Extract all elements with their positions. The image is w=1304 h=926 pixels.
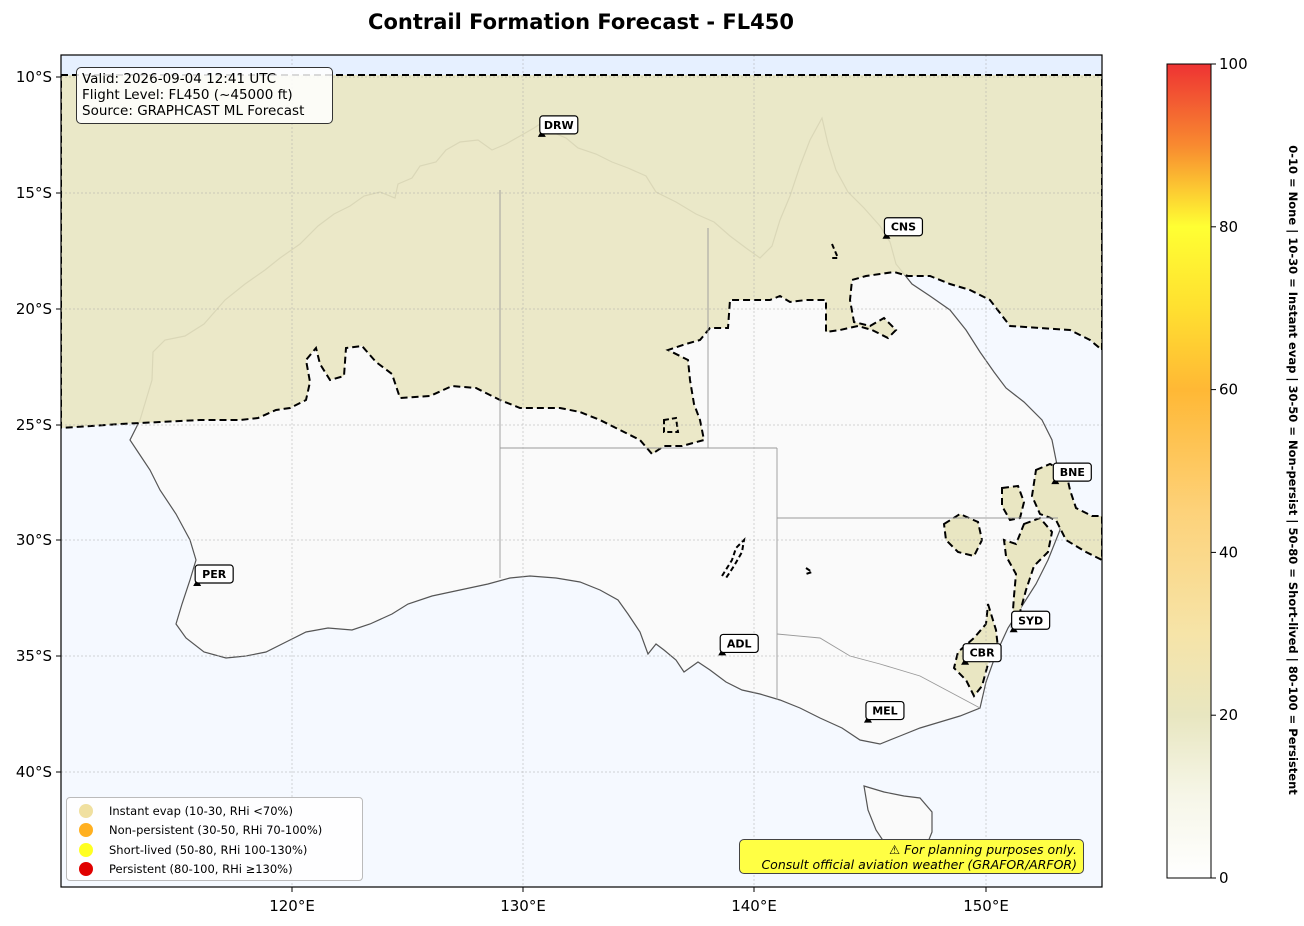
- lat-axis: 10°S 15°S 20°S 25°S 30°S 35°S 40°S: [16, 68, 61, 781]
- legend-dot: [79, 803, 93, 818]
- warning-line-1: ⚠ For planning purposes only.: [889, 842, 1077, 857]
- city-label-box: [865, 700, 905, 721]
- lon-tick-label: 120°E: [269, 897, 315, 915]
- instant-evap-zone-north: [61, 74, 1102, 456]
- gridlines: [61, 55, 1102, 887]
- lon-tick-label: 150°E: [963, 897, 1009, 915]
- city-label-box: [1052, 462, 1092, 482]
- legend-label: Non-persistent (30-50, RHi 70-100%): [109, 823, 323, 838]
- lon-tick-label: 130°E: [500, 897, 546, 915]
- lat-tick-label: 15°S: [16, 184, 52, 202]
- lat-tick-label: 10°S: [16, 68, 52, 86]
- city-label-syd[interactable]: SYD: [1018, 614, 1043, 627]
- flight-level: Flight Level: FL450 (~45000 ft): [82, 87, 293, 103]
- legend-label: Persistent (80-100, RHi ≥130%): [109, 862, 293, 877]
- lat-tick-label: 25°S: [16, 416, 52, 434]
- city-label-drw[interactable]: DRW: [544, 119, 574, 132]
- colorbar-side-text: 0-10 = None | 10-30 = Instant evap | 30-…: [1286, 145, 1300, 795]
- colorbar-tick-label: 20: [1219, 706, 1238, 724]
- city-markers: DRW CNS BNE PER ADL SYD CBR MEL: [193, 115, 1092, 723]
- legend-item-non-persistent: Non-persistent (30-50, RHi 70-100%): [79, 821, 362, 841]
- legend-item-persistent: Persistent (80-100, RHi ≥130%): [79, 860, 362, 880]
- chart-title: Contrail Formation Forecast - FL450: [368, 10, 794, 34]
- legend: Instant evap (10-30, RHi <70%) Non-persi…: [66, 797, 363, 881]
- city-label-box: [962, 643, 1002, 663]
- instant-evap-patch-west-nsw: [942, 512, 984, 558]
- lat-tick-label: 30°S: [16, 531, 52, 549]
- planning-warning: ⚠ For planning purposes only. Consult of…: [739, 839, 1084, 874]
- city-label-cbr[interactable]: CBR: [970, 647, 995, 660]
- colorbar: 0 20 40 60 80 100: [1166, 55, 1248, 887]
- lat-tick-label: 20°S: [16, 300, 52, 318]
- lon-tick-label: 140°E: [731, 897, 777, 915]
- legend-dot: [79, 823, 93, 838]
- colorbar-tick-label: 100: [1219, 55, 1248, 73]
- lat-tick-label: 40°S: [16, 763, 52, 781]
- colorbar-gradient: [1166, 63, 1212, 879]
- valid-time: Valid: 2026-09-04 12:41 UTC: [82, 71, 277, 87]
- colorbar-category-label: 0-10 = None | 10-30 = Instant evap | 30-…: [1284, 70, 1302, 870]
- warning-line-2: Consult official aviation weather (GRAFO…: [761, 857, 1077, 872]
- city-label-box: [539, 115, 579, 135]
- city-label-cns[interactable]: CNS: [891, 221, 916, 234]
- city-label-adl[interactable]: ADL: [727, 637, 752, 650]
- colorbar-tick-label: 40: [1219, 543, 1238, 561]
- legend-item-short-lived: Short-lived (50-80, RHi 100-130%): [79, 840, 362, 860]
- colorbar-tick-label: 80: [1219, 218, 1238, 236]
- instant-evap-patch-coast: [1002, 516, 1054, 628]
- lat-tick-label: 35°S: [16, 647, 52, 665]
- forecast-info-box: Valid: 2026-09-04 12:41 UTC Flight Level…: [76, 67, 333, 124]
- city-label-bne[interactable]: BNE: [1060, 466, 1085, 479]
- legend-label: Instant evap (10-30, RHi <70%): [109, 803, 293, 818]
- colorbar-tick-label: 0: [1219, 869, 1229, 887]
- state-borders: [499, 190, 1058, 709]
- colorbar-tick-label: 60: [1219, 381, 1238, 399]
- city-label-box: [883, 217, 924, 237]
- legend-label: Short-lived (50-80, RHi 100-130%): [109, 842, 308, 857]
- instant-evap-patch-sa: [721, 537, 746, 579]
- instant-evap-patch-small: [663, 243, 840, 575]
- city-label-mel[interactable]: MEL: [872, 705, 897, 718]
- data-source: Source: GRAPHCAST ML Forecast: [82, 103, 305, 119]
- city-label-box: [1011, 610, 1051, 630]
- map-frame: [60, 54, 1103, 888]
- legend-item-instant-evap: Instant evap (10-30, RHi <70%): [79, 801, 362, 821]
- city-label-box: [194, 564, 234, 584]
- map-area[interactable]: DRW CNS BNE PER ADL SYD CBR MEL: [61, 55, 1102, 887]
- lon-axis: 120°E 130°E 140°E 150°E: [269, 887, 1009, 915]
- legend-dot: [79, 842, 93, 857]
- colorbar-ticks: 0 20 40 60 80 100: [1211, 55, 1248, 887]
- city-label-per[interactable]: PER: [202, 568, 227, 581]
- city-label-box: [719, 633, 759, 654]
- legend-dot: [79, 862, 93, 877]
